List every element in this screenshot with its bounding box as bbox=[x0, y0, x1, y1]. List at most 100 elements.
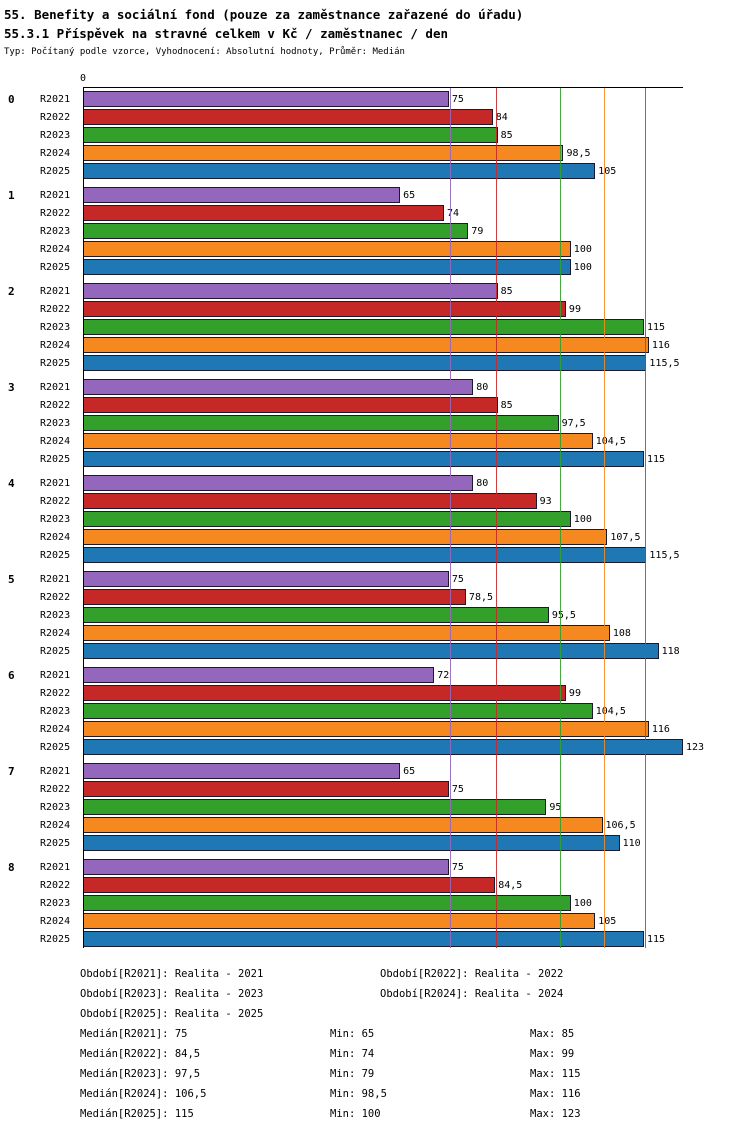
bar bbox=[83, 799, 547, 815]
bar bbox=[83, 493, 537, 509]
value-label: 115 bbox=[646, 933, 666, 945]
bar-track: 105 bbox=[83, 912, 750, 930]
bar-track: 97,5 bbox=[83, 414, 750, 432]
series-label: R2023 bbox=[40, 609, 71, 621]
series-label: R2025 bbox=[40, 453, 71, 465]
series-label: R2024 bbox=[40, 819, 71, 831]
series-label: R2022 bbox=[40, 111, 71, 123]
series-label: R2025 bbox=[40, 741, 71, 753]
series-label: R2024 bbox=[40, 243, 71, 255]
series-label: R2021 bbox=[40, 669, 71, 681]
series-label: R2024 bbox=[40, 627, 71, 639]
bar-track: 79 bbox=[83, 222, 750, 240]
bar-row: R2022 99 bbox=[0, 300, 750, 318]
stat-row: Medián[R2021]: 75 Min: 65 Max: 85 bbox=[80, 1024, 750, 1044]
series-label: R2024 bbox=[40, 435, 71, 447]
report-header: 55. Benefity a sociální fond (pouze za z… bbox=[0, 0, 750, 57]
series-label: R2021 bbox=[40, 285, 71, 297]
stat-row: Medián[R2023]: 97,5 Min: 79 Max: 115 bbox=[80, 1064, 750, 1084]
bar-row: R2025 115 bbox=[0, 930, 750, 948]
value-label: 97,5 bbox=[561, 417, 586, 429]
bar bbox=[83, 451, 644, 467]
value-label: 123 bbox=[686, 741, 705, 753]
value-label: 75 bbox=[451, 573, 464, 585]
bar bbox=[83, 205, 444, 221]
bar-row: 5 R2021 75 bbox=[0, 570, 750, 588]
bar-group: 0 R2021 75 R2022 84 R2023 85 R2024 98,5 R2025 105 bbox=[0, 90, 750, 180]
value-label: 95 bbox=[549, 801, 562, 813]
stat-row: Medián[R2024]: 106,5 Min: 98,5 Max: 116 bbox=[80, 1084, 750, 1104]
bar-group: 7 R2021 65 R2022 75 R2023 95 R2024 106,5 R2025 110 bbox=[0, 762, 750, 852]
series-label: R2023 bbox=[40, 129, 71, 141]
bar-row: R2022 99 bbox=[0, 684, 750, 702]
series-label: R2025 bbox=[40, 933, 71, 945]
bar-row: R2024 116 bbox=[0, 336, 750, 354]
stat-max: Max: 99 bbox=[530, 1048, 575, 1060]
series-label: R2022 bbox=[40, 879, 71, 891]
bar-row: 2 R2021 85 bbox=[0, 282, 750, 300]
stat-min: Min: 100 bbox=[330, 1108, 381, 1120]
bar bbox=[83, 781, 449, 797]
series-label: R2021 bbox=[40, 189, 71, 201]
legend-period-row: Období[R2021]: Realita - 2021 Období[R20… bbox=[80, 964, 750, 984]
bar-track: 99 bbox=[83, 684, 750, 702]
bar bbox=[83, 859, 449, 875]
value-label: 85 bbox=[500, 285, 513, 297]
series-label: R2025 bbox=[40, 357, 71, 369]
value-label: 65 bbox=[403, 189, 416, 201]
value-label: 100 bbox=[573, 513, 592, 525]
bar-row: R2024 116 bbox=[0, 720, 750, 738]
stat-row: Medián[R2022]: 84,5 Min: 74 Max: 99 bbox=[80, 1044, 750, 1064]
group-label: 0 bbox=[8, 92, 15, 106]
value-label: 79 bbox=[471, 225, 484, 237]
bar-row: R2024 106,5 bbox=[0, 816, 750, 834]
bar-track: 75 bbox=[83, 780, 750, 798]
bar-track: 99 bbox=[83, 300, 750, 318]
bar bbox=[83, 223, 469, 239]
bar-track: 65 bbox=[83, 186, 750, 204]
bar-chart: 0 0 R2021 75 R2022 84 R2023 85 R2024 98,5 R2025 10… bbox=[0, 73, 750, 948]
legend-stats: Medián[R2021]: 75 Min: 65 Max: 85 Medián… bbox=[80, 1024, 750, 1124]
group-label: 8 bbox=[8, 860, 15, 874]
series-label: R2024 bbox=[40, 147, 71, 159]
value-label: 65 bbox=[403, 765, 416, 777]
bar-row: 4 R2021 80 bbox=[0, 474, 750, 492]
stat-min: Min: 74 bbox=[330, 1048, 375, 1060]
value-label: 80 bbox=[476, 381, 489, 393]
bar-row: R2022 93 bbox=[0, 492, 750, 510]
bar-track: 116 bbox=[83, 336, 750, 354]
value-label: 104,5 bbox=[595, 705, 626, 717]
series-label: R2021 bbox=[40, 573, 71, 585]
bar-row: R2025 123 bbox=[0, 738, 750, 756]
stat-median: Medián[R2022]: 84,5 bbox=[80, 1048, 201, 1060]
bar-row: 7 R2021 65 bbox=[0, 762, 750, 780]
chart-subtitle: 55.3.1 Příspěvek na stravné celkem v Kč … bbox=[4, 26, 449, 41]
bar-group: 5 R2021 75 R2022 78,5 R2023 95,5 R2024 108 R2025 1… bbox=[0, 570, 750, 660]
bar bbox=[83, 301, 566, 317]
bar bbox=[83, 817, 603, 833]
bar-track: 100 bbox=[83, 240, 750, 258]
series-label: R2023 bbox=[40, 705, 71, 717]
bar-track: 106,5 bbox=[83, 816, 750, 834]
stat-min: Min: 65 bbox=[330, 1028, 375, 1040]
bar bbox=[83, 763, 401, 779]
bar-row: R2023 104,5 bbox=[0, 702, 750, 720]
value-label: 100 bbox=[573, 897, 592, 909]
bar bbox=[83, 511, 571, 527]
series-label: R2024 bbox=[40, 723, 71, 735]
value-label: 80 bbox=[476, 477, 489, 489]
bar-row: R2024 108 bbox=[0, 624, 750, 642]
legend-period: Období[R2021]: Realita - 2021 bbox=[80, 968, 264, 980]
value-label: 100 bbox=[573, 243, 592, 255]
series-label: R2021 bbox=[40, 93, 71, 105]
bar bbox=[83, 547, 647, 563]
bar-track: 93 bbox=[83, 492, 750, 510]
value-label: 110 bbox=[622, 837, 641, 849]
series-label: R2022 bbox=[40, 207, 71, 219]
bar-track: 78,5 bbox=[83, 588, 750, 606]
value-label: 116 bbox=[651, 723, 670, 735]
bar-row: R2023 95 bbox=[0, 798, 750, 816]
bar-row: 8 R2021 75 bbox=[0, 858, 750, 876]
bar bbox=[83, 625, 610, 641]
series-label: R2025 bbox=[40, 645, 71, 657]
